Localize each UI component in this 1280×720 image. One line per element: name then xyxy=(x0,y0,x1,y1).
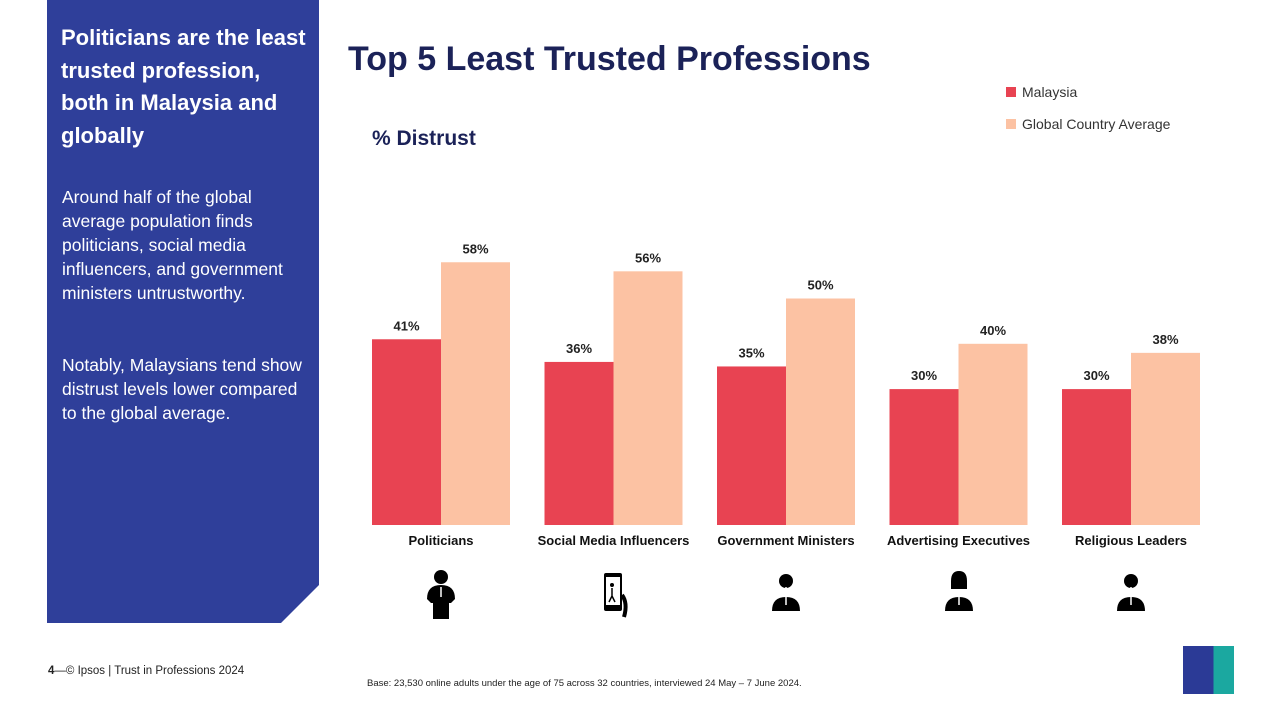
data-label: 36% xyxy=(566,341,592,356)
chart-title: Top 5 Least Trusted Professions xyxy=(348,40,871,78)
phone-influencer-icon xyxy=(594,565,634,625)
data-label: 58% xyxy=(462,241,488,256)
female-executive-icon xyxy=(939,565,979,625)
summary-headline: Politicians are the least trusted profes… xyxy=(61,25,306,148)
politician-at-podium-icon xyxy=(421,565,461,625)
summary-panel: Politicians are the least trusted profes… xyxy=(47,0,319,623)
data-label: 40% xyxy=(980,323,1006,338)
legend-swatch xyxy=(1006,119,1016,129)
bar-malaysia xyxy=(1062,389,1131,525)
legend-label: Global Country Average xyxy=(1022,116,1171,132)
bar-malaysia xyxy=(372,339,441,525)
page-number: 4 xyxy=(48,665,55,677)
source-text: © Ipsos | Trust in Professions 2024 xyxy=(65,665,245,677)
data-label: 38% xyxy=(1152,332,1178,347)
bar-global xyxy=(786,298,855,525)
legend-label: Malaysia xyxy=(1022,84,1078,100)
male-minister-icon xyxy=(766,565,806,625)
data-label: 50% xyxy=(807,278,833,293)
legend-item-malaysia: Malaysia xyxy=(1006,84,1077,100)
category-label: Government Ministers xyxy=(717,533,854,548)
bar-global xyxy=(613,271,683,525)
category-label: Social Media Influencers xyxy=(538,533,690,548)
base-note: Base: 23,530 online adults under the age… xyxy=(367,678,802,689)
data-label: 56% xyxy=(635,250,661,265)
y-axis-label: % Distrust xyxy=(372,127,476,150)
bar-malaysia xyxy=(889,389,959,525)
data-label: 30% xyxy=(1083,368,1109,383)
religious-leader-icon xyxy=(1111,565,1151,625)
bar-global xyxy=(958,343,1028,525)
category-label: Religious Leaders xyxy=(1075,533,1187,548)
category-label: Advertising Executives xyxy=(887,533,1030,548)
footer-source: 4—© Ipsos | Trust in Professions 2024 xyxy=(48,665,245,677)
summary-paragraph-1: Around half of the global average popula… xyxy=(62,187,283,303)
bar-chart: 41% 58% Politicians 36% 56% Social Media Infl… xyxy=(372,241,1200,548)
summary-paragraph-2: Notably, Malaysians tend show distrust l… xyxy=(62,355,302,423)
data-label: 30% xyxy=(911,368,937,383)
ipsos-logo xyxy=(1183,646,1234,694)
legend-swatch xyxy=(1006,87,1016,97)
category-label: Politicians xyxy=(408,533,473,548)
bar-malaysia xyxy=(717,366,786,525)
data-label: 41% xyxy=(393,318,419,333)
data-label: 35% xyxy=(738,345,764,360)
bar-malaysia xyxy=(544,361,614,525)
bar-global xyxy=(1131,352,1200,525)
legend-item-global: Global Country Average xyxy=(1006,116,1170,132)
bar-global xyxy=(441,262,510,525)
